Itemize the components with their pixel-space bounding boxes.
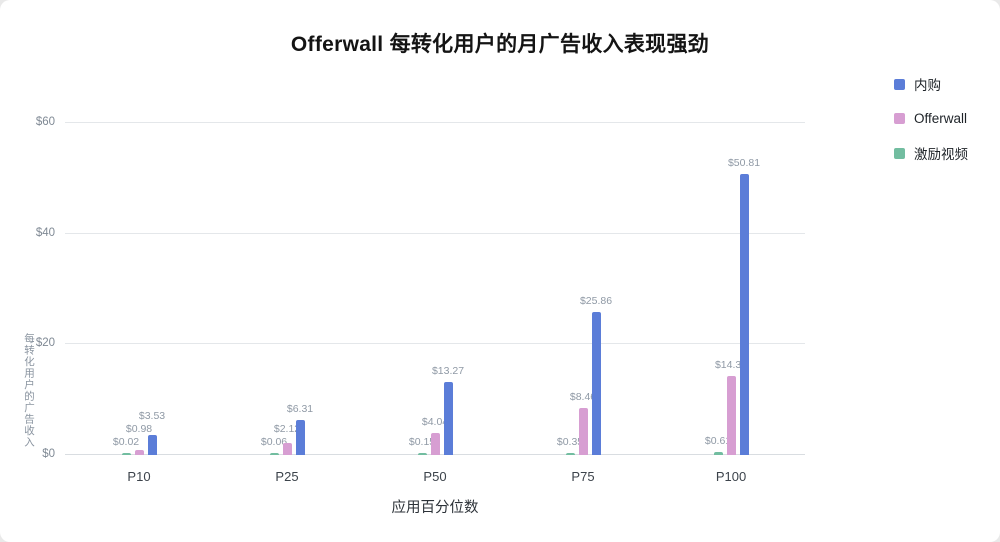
x-axis-label: 应用百分位数 xyxy=(391,500,479,516)
bar-激励视频-P50 xyxy=(417,453,427,455)
x-tick-label: P75 xyxy=(571,469,595,484)
bar-value-label: $0.15 xyxy=(408,436,436,448)
bar-groups: $0.02 $0.98 $3.53 P10 $0.06 $2.12 $6.31 P25 $0.1… xyxy=(65,112,805,484)
bar-value-label: $0.98 xyxy=(125,423,153,435)
gridline xyxy=(65,343,805,345)
bar-value-label: $25.86 xyxy=(579,294,613,307)
bar-value-label: $0.06 xyxy=(260,436,288,448)
bar-value-label: $14.33 xyxy=(714,358,748,371)
bar-value-label: $0.02 xyxy=(112,436,140,448)
bar-group-p100: $0.61 $14.33 $50.81 P100 xyxy=(705,112,760,484)
x-tick-label: P25 xyxy=(275,469,299,484)
legend-item-内购: 内购 xyxy=(894,74,968,94)
bar-group-p10: $0.02 $0.98 $3.53 P10 xyxy=(113,112,165,484)
legend-label: 内购 xyxy=(914,78,941,93)
bar-内购-P10 xyxy=(147,435,157,455)
legend-item-激励视频: 激励视频 xyxy=(894,143,968,163)
legend: 内购 Offerwall 激励视频 xyxy=(894,74,968,163)
bar-value-label: $8.46 xyxy=(569,391,597,404)
bar-内购-P100 xyxy=(739,173,749,455)
legend-swatch xyxy=(894,113,905,124)
plot-area: $0 $20 $40 $60 $0.02 $0.98 $3.53 P10 $0.06 $2.12 $… xyxy=(36,112,805,484)
gridline xyxy=(65,122,805,123)
bar-value-label: $6.31 xyxy=(286,403,314,416)
bar-Offerwall-P50 xyxy=(430,432,440,455)
x-tick-label: P10 xyxy=(127,469,151,484)
bar-Offerwall-P75 xyxy=(578,408,588,455)
bar-value-label: $13.27 xyxy=(431,364,465,377)
x-tick-label: P50 xyxy=(423,469,447,484)
gridline xyxy=(65,232,805,234)
bar-激励视频-P25 xyxy=(269,453,279,455)
y-tick-label: $0 xyxy=(42,448,55,460)
bar-group-p25: $0.06 $2.12 $6.31 P25 xyxy=(261,112,313,484)
legend-label: 激励视频 xyxy=(914,147,968,162)
bar-内购-P50 xyxy=(443,381,453,455)
bar-Offerwall-P100 xyxy=(726,375,736,455)
legend-swatch xyxy=(894,78,905,90)
bar-Offerwall-P10 xyxy=(134,449,144,455)
bar-激励视频-P100 xyxy=(713,451,723,455)
bar-value-label: $0.61 xyxy=(704,434,732,447)
bar-内购-P25 xyxy=(295,420,305,455)
legend-item-Offerwall: Offerwall xyxy=(894,111,968,126)
y-tick-label: $20 xyxy=(35,337,55,350)
bar-激励视频-P10 xyxy=(121,453,131,455)
bar-内购-P75 xyxy=(591,311,601,455)
y-tick-label: $40 xyxy=(35,226,55,239)
bar-group-p75: $0.35 $8.46 $25.86 P75 xyxy=(557,112,612,484)
legend-label: Offerwall xyxy=(914,111,968,126)
bar-激励视频-P75 xyxy=(565,453,575,455)
bar-group-p50: $0.15 $4.04 $13.27 P50 xyxy=(409,112,464,484)
bar-value-label: $3.53 xyxy=(138,410,166,422)
bar-value-label: $4.04 xyxy=(421,415,449,428)
y-tick-label: $60 xyxy=(35,116,55,128)
bar-value-label: $50.81 xyxy=(727,156,761,169)
bar-value-label: $2.12 xyxy=(273,423,301,435)
x-tick-label: P100 xyxy=(715,469,747,484)
chart-title: Offerwall 每转化用户的月广告收入表现强劲 xyxy=(290,33,710,56)
bar-value-label: $0.35 xyxy=(556,436,584,448)
bar-Offerwall-P25 xyxy=(282,443,292,455)
legend-swatch xyxy=(894,147,905,159)
y-axis-label: 每转化用户的广告收入 xyxy=(23,333,35,448)
